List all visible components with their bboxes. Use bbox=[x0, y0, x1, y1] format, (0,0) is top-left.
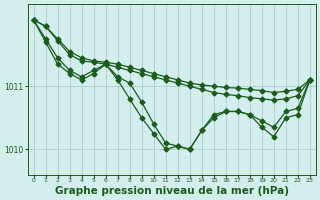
X-axis label: Graphe pression niveau de la mer (hPa): Graphe pression niveau de la mer (hPa) bbox=[55, 186, 289, 196]
